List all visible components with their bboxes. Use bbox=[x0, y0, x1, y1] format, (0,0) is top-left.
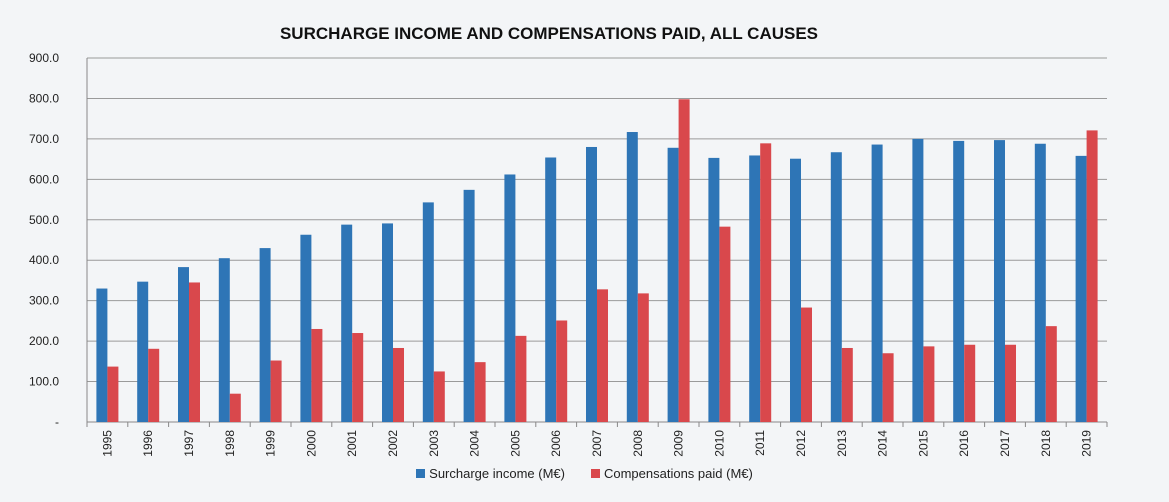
bar-compensations-paid bbox=[882, 353, 894, 422]
legend-label-compensations: Compensations paid (M€) bbox=[603, 466, 753, 481]
bar-compensations-paid bbox=[964, 344, 976, 422]
y-tick-label: 500.0 bbox=[29, 213, 59, 227]
bar-compensations-paid bbox=[760, 143, 772, 423]
bar-surcharge-income bbox=[382, 223, 393, 422]
y-tick-label: - bbox=[55, 415, 59, 429]
bar-surcharge-income bbox=[422, 202, 434, 422]
x-tick-label: 2013 bbox=[835, 430, 849, 457]
x-tick-label: 1995 bbox=[100, 430, 114, 457]
y-tick-label: 100.0 bbox=[29, 375, 59, 389]
x-tick-label: 2009 bbox=[672, 430, 686, 457]
y-tick-label: 400.0 bbox=[29, 253, 59, 267]
bar-surcharge-income bbox=[300, 234, 312, 422]
bar-surcharge-income bbox=[626, 132, 638, 422]
bar-compensations-paid bbox=[923, 346, 935, 422]
bar-compensations-paid bbox=[148, 348, 160, 422]
bar-surcharge-income bbox=[790, 158, 801, 422]
bar-compensations-paid bbox=[515, 335, 527, 422]
x-tick-label: 2015 bbox=[916, 430, 930, 457]
legend: Surcharge income (M€) Compensations paid… bbox=[0, 466, 1169, 481]
plot-area: - 100.0 200.0 300.0 400.0 500.0 600.0 700.0 800.… bbox=[29, 51, 1108, 457]
x-tick-label: 2017 bbox=[998, 430, 1012, 457]
x-tick-label: 2000 bbox=[304, 430, 318, 457]
bar-surcharge-income bbox=[463, 189, 475, 422]
legend-swatch-compensations bbox=[590, 469, 600, 478]
x-tick-label: 2014 bbox=[876, 430, 890, 457]
x-tick-label: 2019 bbox=[1080, 430, 1094, 457]
x-tick-label: 2016 bbox=[957, 430, 971, 457]
x-tick-label: 2012 bbox=[794, 430, 808, 457]
bar-compensations-paid bbox=[597, 289, 608, 422]
bar-surcharge-income bbox=[218, 258, 230, 422]
bar-surcharge-income bbox=[586, 146, 597, 422]
y-tick-label: 800.0 bbox=[29, 91, 59, 105]
y-tick-label: 700.0 bbox=[29, 132, 59, 146]
bar-compensations-paid bbox=[841, 347, 853, 422]
bar-surcharge-income bbox=[871, 144, 883, 422]
x-tick-label: 2018 bbox=[1039, 430, 1053, 457]
bar-surcharge-income bbox=[504, 174, 516, 422]
x-tick-label: 1997 bbox=[182, 430, 196, 457]
bar-surcharge-income bbox=[259, 248, 271, 422]
bar-surcharge-income bbox=[1034, 143, 1046, 422]
bar-surcharge-income bbox=[96, 288, 108, 422]
bar-compensations-paid bbox=[1086, 130, 1098, 422]
bar-surcharge-income bbox=[545, 157, 557, 422]
y-tick-label: 200.0 bbox=[29, 334, 59, 348]
x-tick-label: 2002 bbox=[386, 430, 400, 457]
legend-item-surcharge: Surcharge income (M€) bbox=[416, 466, 565, 481]
y-tick-label: 900.0 bbox=[29, 51, 59, 65]
x-tick-label: 2007 bbox=[590, 430, 604, 457]
bar-compensations-paid bbox=[719, 226, 731, 422]
x-tick-label: 1996 bbox=[141, 430, 155, 457]
bar-surcharge-income bbox=[137, 281, 149, 422]
bar-surcharge-income bbox=[994, 140, 1005, 422]
bar-compensations-paid bbox=[801, 307, 812, 422]
bar-surcharge-income bbox=[830, 152, 842, 423]
legend-label-surcharge: Surcharge income (M€) bbox=[429, 466, 565, 481]
bar-surcharge-income bbox=[178, 267, 189, 422]
bar-compensations-paid bbox=[393, 347, 404, 422]
bar-compensations-paid bbox=[189, 282, 200, 422]
bar-compensations-paid bbox=[270, 360, 282, 422]
x-tick-label: 2011 bbox=[753, 430, 767, 456]
bar-surcharge-income bbox=[341, 224, 353, 422]
legend-swatch-surcharge bbox=[416, 469, 426, 478]
bar-surcharge-income bbox=[912, 138, 924, 422]
legend-item-compensations: Compensations paid (M€) bbox=[590, 466, 753, 481]
x-tick-label: 2008 bbox=[631, 430, 645, 457]
bar-surcharge-income bbox=[708, 157, 720, 423]
x-tick-label: 2006 bbox=[549, 430, 563, 457]
x-tick-label: 2003 bbox=[427, 430, 441, 457]
x-tick-label: 2004 bbox=[468, 430, 482, 457]
bar-compensations-paid bbox=[556, 320, 568, 422]
x-tick-label: 2010 bbox=[712, 430, 726, 457]
bar-compensations-paid bbox=[474, 362, 486, 422]
bar-compensations-paid bbox=[352, 333, 364, 422]
bar-compensations-paid bbox=[433, 371, 445, 422]
bar-compensations-paid bbox=[1005, 344, 1016, 422]
x-tick-label: 2005 bbox=[508, 430, 522, 457]
bar-compensations-paid bbox=[678, 99, 690, 423]
bar-surcharge-income bbox=[953, 140, 965, 422]
bar-compensations-paid bbox=[1045, 326, 1057, 422]
bar-surcharge-income bbox=[667, 147, 679, 422]
x-tick-label: 1999 bbox=[264, 430, 278, 457]
bar-compensations-paid bbox=[229, 393, 241, 422]
bar-surcharge-income bbox=[749, 155, 761, 422]
y-tick-label: 300.0 bbox=[29, 294, 59, 308]
x-tick-label: 1998 bbox=[223, 430, 237, 457]
x-tick-label: 2001 bbox=[345, 430, 359, 457]
bar-surcharge-income bbox=[1075, 155, 1087, 422]
chart-title: SURCHARGE INCOME AND COMPENSATIONS PAID,… bbox=[279, 24, 819, 43]
bar-compensations-paid bbox=[107, 366, 119, 422]
bar-compensations-paid bbox=[637, 293, 649, 422]
bar-compensations-paid bbox=[311, 328, 323, 422]
y-tick-label: 600.0 bbox=[29, 172, 59, 186]
